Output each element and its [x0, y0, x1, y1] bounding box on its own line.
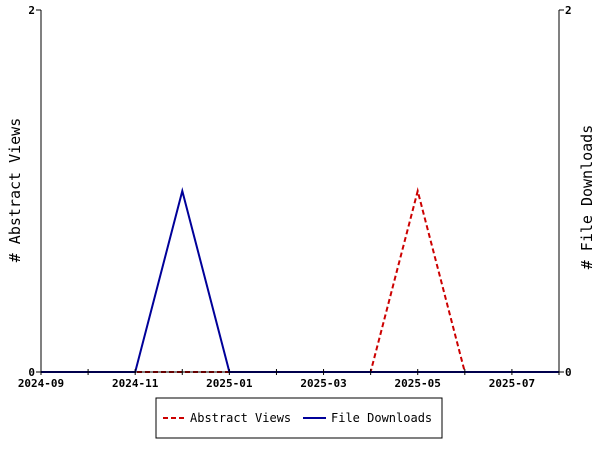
y-axis-title-right: # File Downloads	[578, 125, 596, 270]
legend-label-file-downloads: File Downloads	[331, 411, 432, 425]
x-tick-label: 2025-01	[206, 377, 253, 390]
y-tick-label-left: 2	[28, 4, 35, 17]
y-tick-label-right: 2	[565, 4, 572, 17]
x-tick-label: 2024-09	[18, 377, 64, 390]
y-tick-label-right: 0	[565, 366, 572, 379]
legend-box	[155, 397, 443, 439]
x-tick-label: 2025-03	[300, 377, 346, 390]
x-tick-label: 2024-11	[112, 377, 159, 390]
axes: 2024-09 2024-11 2025-01 2025-03 2025-05 2025-…	[18, 4, 572, 390]
plot-background	[41, 10, 559, 372]
x-tick-label: 2025-07	[489, 377, 535, 390]
legend-label-abstract-views: Abstract Views	[190, 411, 291, 425]
plot-area	[41, 10, 559, 372]
y-axis-title-left: # Abstract Views	[6, 118, 24, 263]
legend: Abstract Views File Downloads	[155, 397, 443, 439]
y-tick-label-left: 0	[28, 366, 35, 379]
x-tick-label: 2025-05	[395, 377, 441, 390]
